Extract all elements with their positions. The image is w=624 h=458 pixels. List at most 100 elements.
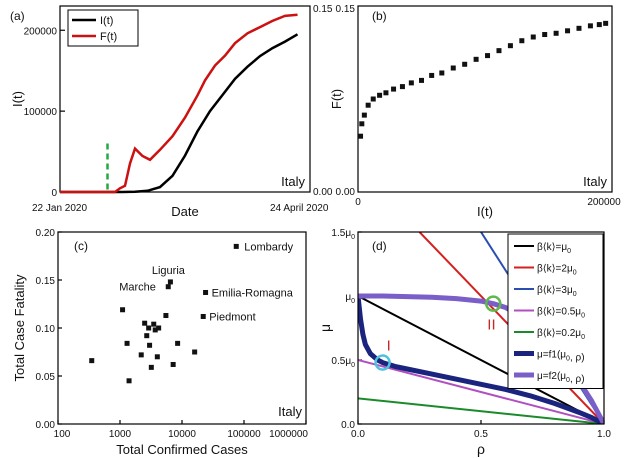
panel-c-y-tick-label: 0.00 <box>36 420 56 431</box>
panel-d-series-4 <box>358 397 604 424</box>
panel-a-right-tick-label: 0.15 <box>313 4 333 15</box>
panel-c-point <box>156 325 162 331</box>
panel-b-point <box>439 70 445 76</box>
panel-b-point <box>496 48 502 54</box>
panel-d-marker-circle <box>485 295 502 312</box>
panel-b-point <box>596 22 602 28</box>
panel-b-point <box>462 61 468 67</box>
panel-d-x-tick-label: 0.5 <box>474 429 488 440</box>
panel-b-point <box>485 53 491 59</box>
panel-b-point <box>507 43 513 49</box>
panel-c-point <box>170 361 176 367</box>
panel-a-left-tick-label: 100000 <box>24 107 58 118</box>
panel-a-frame <box>59 5 311 193</box>
panel-a-series-1 <box>60 13 298 194</box>
panel-c-point <box>152 327 158 333</box>
panel-d-marker-label: II <box>487 317 495 334</box>
panel-b-point <box>473 56 479 62</box>
panel-d-legend-label: β⟨k⟩=0.5μ0 <box>537 307 585 320</box>
panel-c-point <box>144 333 150 339</box>
panel-a-left-tick-label: 200000 <box>24 26 58 37</box>
panel-b-point <box>542 32 548 38</box>
panel-d-legend-label: μ=f1(μ0, ρ) <box>537 350 585 364</box>
panel-d-marker-label: I <box>387 338 391 355</box>
panel-a-legend-label: F(t) <box>100 31 117 43</box>
panel-b-point <box>553 30 559 36</box>
panel-b-y-tick-label: 0.15 <box>336 4 356 15</box>
panel-c-point <box>151 321 157 327</box>
panel-b-point <box>399 84 405 90</box>
panel-c-point-label: Lombardy <box>244 241 293 253</box>
panel-c-point-label: Liguria <box>152 265 186 277</box>
panel-d-y-tick-label: 0.0 <box>341 420 355 431</box>
panel-c-point <box>167 279 173 285</box>
panel-c-y-tick-label: 0.05 <box>36 372 56 383</box>
panel-b-point <box>576 25 582 31</box>
panel-b-point <box>530 34 536 40</box>
panel-b-point <box>450 65 456 71</box>
panel-c-point-label: Piedmont <box>209 311 255 323</box>
panel-d-legend-label: β⟨k⟩=0.2μ0 <box>537 328 585 341</box>
panel-d-tag: (d) <box>372 239 387 253</box>
panel-c-point <box>138 352 144 358</box>
panel-d-legend-label: β⟨k⟩=2μ0 <box>537 264 577 277</box>
panel-d-y-tick-label: 1.5μ0 <box>331 228 355 241</box>
panel-b-ylabel: F(t) <box>329 89 344 109</box>
panel-c-ylabel: Total Case Fatality <box>12 274 27 381</box>
panel-c-point <box>124 340 130 346</box>
panel-d-series-0 <box>358 295 604 424</box>
panel-b-point <box>419 77 424 83</box>
panel-c-point <box>192 349 198 355</box>
panel-c-y-tick-label: 0.20 <box>36 228 56 239</box>
panel-d-legend-label: β⟨k⟩=μ0 <box>537 242 571 255</box>
panel-d-legend-label: μ=f2(μ0, ρ) <box>537 371 585 385</box>
panel-d-x-tick-label: 1.0 <box>597 429 611 440</box>
panel-d-ylabel: μ <box>317 324 333 332</box>
panel-b-point <box>565 28 571 34</box>
panel-a-x-tick-label: 24 April 2020 <box>270 203 329 214</box>
panel-c-xlabel: Total Confirmed Cases <box>116 442 248 457</box>
panel-c-point <box>120 307 126 313</box>
panel-a-left-tick-label: 0 <box>51 188 57 199</box>
panel-c-point <box>175 340 181 346</box>
panel-c-point <box>126 378 132 384</box>
panel-b-point <box>429 72 435 78</box>
panel-c-point-label: Emilia-Romagna <box>212 287 294 299</box>
panel-b-point <box>603 20 609 26</box>
panel-b-point <box>358 133 364 139</box>
panel-c-point-label: Marche <box>119 282 156 294</box>
panel-c-point <box>165 284 171 290</box>
panel-c-point <box>146 325 152 331</box>
panel-d-xlabel: ρ <box>477 441 485 457</box>
panel-b-x-tick-label: 0 <box>355 197 361 208</box>
panel-a-annotation: Italy <box>281 174 305 189</box>
panel-c-point <box>203 289 209 295</box>
panel-b-annotation: Italy <box>583 174 607 189</box>
panel-c-point <box>142 320 148 326</box>
panel-c-x-tick-label: 10000 <box>168 429 196 440</box>
panel-c-frame <box>57 231 307 425</box>
panel-b-point <box>391 86 397 92</box>
panel-b-tag: (b) <box>372 9 387 23</box>
panel-d-x-tick-label: 0.0 <box>351 429 365 440</box>
panel-c-point <box>147 342 153 348</box>
panel-b-point <box>519 38 525 44</box>
panel-c-x-tick-label: 1000 <box>109 429 132 440</box>
panel-a-right-tick-label: 0.00 <box>313 187 333 198</box>
panel-c-point <box>200 313 206 319</box>
panel-b-x-tick-label: 200000 <box>587 197 621 208</box>
panel-a-xlabel: Date <box>171 204 198 219</box>
panel-c-point <box>148 364 154 370</box>
panel-b-frame <box>357 5 613 193</box>
panel-d-y-tick-label: μ0 <box>345 292 355 305</box>
panel-a-x-tick-label: 22 Jan 2020 <box>32 203 87 214</box>
panel-d-legend <box>507 233 604 389</box>
panel-c-point <box>89 358 95 364</box>
panel-c-y-tick-label: 0.10 <box>36 324 56 335</box>
panel-b-point <box>361 112 367 118</box>
panel-a-legend-label: I(t) <box>100 15 113 27</box>
panel-c-annotation: Italy <box>278 404 302 419</box>
panel-a-tag: (a) <box>10 9 25 23</box>
panel-d-marker-circle <box>374 354 391 371</box>
